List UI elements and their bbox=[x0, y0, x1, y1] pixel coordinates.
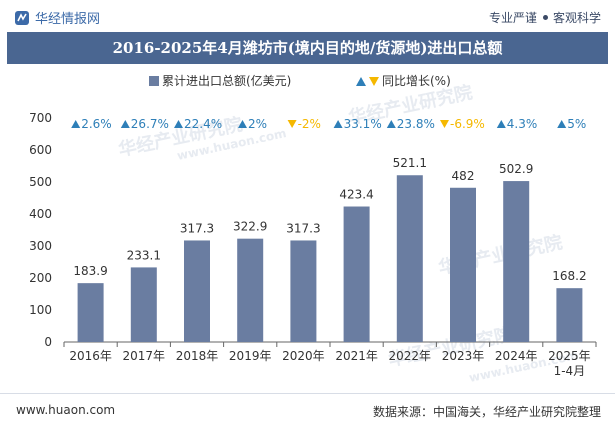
legend-up-triangle-icon bbox=[356, 77, 366, 86]
y-tick-label: 200 bbox=[29, 271, 52, 285]
bar-value-label: 317.3 bbox=[286, 221, 320, 235]
legend: 累计进出口总额(亿美元) 同比增长(%) bbox=[149, 73, 451, 88]
bar-value-label: 423.4 bbox=[339, 188, 373, 202]
y-tick-label: 0 bbox=[44, 335, 52, 349]
y-tick-label: 600 bbox=[29, 143, 52, 157]
footer-source: 数据来源：中国海关，华经产业研究院整理 bbox=[372, 405, 601, 419]
bars: 183.9 233.1 317.3 322.9 317.3 423.4 521.1 482 50… bbox=[73, 156, 587, 342]
bar-value-label: 521.1 bbox=[393, 156, 427, 170]
chart: 华经产业研究院华经产业研究院华经产业研究院华经产业研究院www.huaon.co… bbox=[29, 73, 597, 385]
tagline: 专业严谨 客观科学 bbox=[489, 9, 601, 26]
growth-label: 5% bbox=[567, 117, 586, 131]
bar-value-label: 502.9 bbox=[499, 162, 533, 176]
chart-title: 2016-2025年4月潍坊市(境内目的地/货源地)进出口总额 bbox=[112, 39, 503, 57]
x-tick-label: 1-4月 bbox=[554, 364, 586, 378]
footer-website[interactable]: www.huaon.com bbox=[16, 403, 116, 417]
growth-label: 4.3% bbox=[507, 117, 538, 131]
bar bbox=[556, 288, 583, 342]
growth-label: 2% bbox=[248, 117, 267, 131]
legend-growth-label: 同比增长(%) bbox=[382, 74, 451, 88]
legend-bar-swatch bbox=[149, 76, 159, 86]
x-tick-label: 2021年 bbox=[335, 349, 378, 363]
x-tick-label: 2020年 bbox=[282, 349, 325, 363]
legend-bar-label: 累计进出口总额(亿美元) bbox=[162, 73, 291, 88]
bar-value-label: 233.1 bbox=[127, 248, 161, 262]
separator-dot-icon bbox=[542, 15, 548, 20]
growth-label: 23.8% bbox=[397, 117, 435, 131]
bar bbox=[290, 240, 317, 342]
x-tick-label: 2023年 bbox=[442, 349, 485, 363]
brand-logo-icon bbox=[15, 10, 29, 25]
growth-up-triangle-icon bbox=[238, 120, 247, 128]
title-bar: 2016-2025年4月潍坊市(境内目的地/货源地)进出口总额 bbox=[7, 32, 608, 64]
growth-up-triangle-icon bbox=[496, 120, 506, 128]
bar bbox=[396, 175, 423, 342]
bar bbox=[503, 181, 530, 342]
growth-label: -6.9% bbox=[450, 117, 485, 131]
bar bbox=[184, 240, 210, 342]
bar bbox=[237, 238, 264, 342]
growth-label: 26.7% bbox=[131, 117, 169, 131]
growth-up-triangle-icon bbox=[120, 120, 130, 128]
bar-value-label: 168.2 bbox=[552, 269, 586, 283]
tagline-2: 客观科学 bbox=[552, 11, 601, 25]
growth-up-triangle-icon bbox=[174, 120, 183, 128]
x-tick-label: 2018年 bbox=[176, 349, 219, 363]
y-tick-label: 400 bbox=[29, 207, 52, 221]
growth-up-triangle-icon bbox=[557, 120, 567, 128]
y-tick-label: 300 bbox=[29, 239, 52, 253]
x-tick-label: 2025年 bbox=[548, 349, 591, 363]
growth-down-triangle-icon bbox=[440, 120, 449, 128]
bar-value-label: 322.9 bbox=[233, 220, 267, 234]
x-tick-label: 2016年 bbox=[69, 349, 112, 363]
y-tick-label: 700 bbox=[29, 111, 52, 125]
y-tick-label: 100 bbox=[29, 303, 52, 317]
bar bbox=[130, 267, 157, 342]
bar-value-label: 317.3 bbox=[180, 221, 214, 235]
axes: 0 100 200 300 400 500 600 700 2016年 2017年 2018年 201… bbox=[29, 111, 597, 378]
growth-up-triangle-icon bbox=[333, 120, 343, 128]
x-tick-label: 2019年 bbox=[229, 349, 272, 363]
growth-label: 33.1% bbox=[344, 117, 382, 131]
legend-down-triangle-icon bbox=[369, 77, 379, 86]
bar bbox=[450, 187, 476, 342]
bar bbox=[77, 283, 104, 342]
x-tick-label: 2024年 bbox=[495, 349, 538, 363]
tagline-1: 专业严谨 bbox=[488, 11, 537, 25]
brand[interactable]: 华经情报网 bbox=[14, 8, 100, 27]
x-tick-label: 2017年 bbox=[123, 349, 166, 363]
bar bbox=[343, 206, 370, 342]
footer: www.huaon.com 数据来源：中国海关，华经产业研究院整理 bbox=[0, 393, 615, 427]
brand-name: 华经情报网 bbox=[35, 12, 101, 27]
bar-value-label: 183.9 bbox=[73, 264, 107, 278]
growth-label: 2.6% bbox=[81, 117, 112, 131]
growth-label: -2% bbox=[298, 117, 321, 131]
x-tick-label: 2022年 bbox=[389, 349, 432, 363]
growth-label: 22.4% bbox=[184, 117, 222, 131]
growth-up-triangle-icon bbox=[71, 120, 81, 128]
growth-up-triangle-icon bbox=[386, 120, 396, 128]
top-bar: 华经情报网 专业严谨 客观科学 bbox=[0, 0, 615, 32]
growth-down-triangle-icon bbox=[287, 120, 297, 128]
y-tick-label: 500 bbox=[29, 175, 52, 189]
bar-value-label: 482 bbox=[452, 169, 475, 183]
growth-labels: 2.6% 26.7% 22.4% 2% -2% 33.1% 23.8% -6.9% 4.3% 5% bbox=[71, 117, 586, 131]
